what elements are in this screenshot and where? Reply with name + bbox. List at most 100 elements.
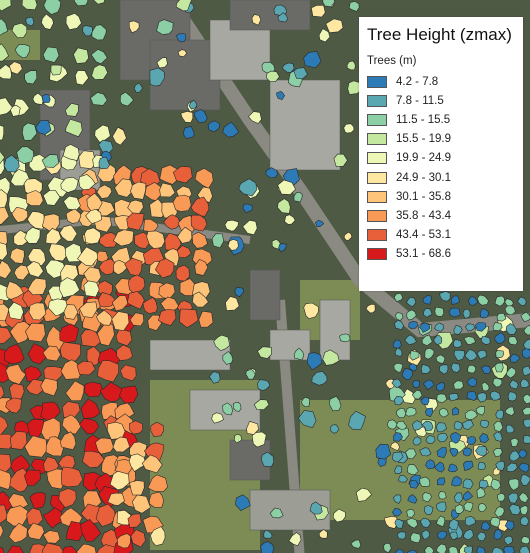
tree-crown[interactable]	[42, 190, 61, 206]
tree-crown[interactable]	[406, 518, 419, 529]
tree-crown[interactable]	[519, 516, 530, 526]
tree-crown[interactable]	[129, 420, 143, 435]
tree-crown[interactable]	[25, 378, 45, 396]
tree-crown[interactable]	[107, 421, 126, 440]
tree-crown[interactable]	[177, 49, 187, 58]
tree-crown[interactable]	[159, 182, 176, 198]
tree-crown[interactable]	[42, 345, 61, 362]
tree-crown[interactable]	[25, 16, 35, 27]
tree-crown[interactable]	[505, 366, 517, 379]
tree-crown[interactable]	[183, 126, 195, 139]
tree-crown[interactable]	[163, 214, 182, 230]
tree-crown[interactable]	[115, 328, 133, 347]
tree-crown[interactable]	[95, 503, 117, 527]
tree-crown[interactable]	[309, 501, 323, 515]
tree-crown[interactable]	[86, 346, 102, 366]
tree-crown[interactable]	[435, 515, 446, 527]
tree-crown[interactable]	[0, 148, 6, 165]
tree-crown[interactable]	[0, 433, 14, 450]
tree-crown[interactable]	[412, 379, 420, 389]
tree-crown[interactable]	[422, 295, 432, 305]
tree-crown[interactable]	[346, 60, 356, 71]
tree-crown[interactable]	[449, 431, 462, 444]
tree-crown[interactable]	[461, 419, 474, 431]
tree-crown[interactable]	[392, 494, 402, 504]
tree-crown[interactable]	[28, 302, 47, 321]
tree-crown[interactable]	[435, 354, 445, 364]
tree-crown[interactable]	[113, 259, 129, 276]
tree-crown[interactable]	[0, 43, 9, 62]
tree-crown[interactable]	[509, 450, 520, 462]
tree-crown[interactable]	[61, 414, 82, 435]
tree-crown[interactable]	[112, 436, 131, 453]
tree-crown[interactable]	[492, 448, 503, 457]
tree-crown[interactable]	[251, 14, 262, 26]
tree-crown[interactable]	[450, 295, 461, 305]
tree-crown[interactable]	[42, 507, 64, 529]
tree-crown[interactable]	[421, 420, 434, 432]
tree-crown[interactable]	[284, 214, 296, 225]
tree-crown[interactable]	[464, 323, 476, 332]
tree-crown[interactable]	[448, 546, 459, 553]
tree-crown[interactable]	[516, 296, 527, 306]
tree-crown[interactable]	[25, 322, 46, 343]
tree-crown[interactable]	[277, 179, 296, 195]
tree-crown[interactable]	[476, 487, 486, 499]
tree-crown[interactable]	[150, 421, 164, 437]
tree-crown[interactable]	[98, 258, 115, 276]
tree-crown[interactable]	[328, 396, 342, 412]
tree-crown[interactable]	[449, 447, 459, 457]
tree-crown[interactable]	[141, 454, 163, 474]
tree-crown[interactable]	[261, 451, 275, 468]
tree-crown[interactable]	[520, 536, 530, 545]
tree-crown[interactable]	[393, 363, 404, 373]
tree-crown[interactable]	[466, 391, 477, 402]
tree-crown[interactable]	[96, 323, 115, 347]
tree-crown[interactable]	[29, 491, 46, 510]
tree-crown[interactable]	[409, 479, 419, 489]
tree-crown[interactable]	[172, 194, 192, 212]
tree-crown[interactable]	[260, 541, 275, 553]
tree-crown[interactable]	[343, 123, 355, 134]
tree-crown[interactable]	[207, 120, 220, 133]
tree-crown[interactable]	[288, 532, 302, 546]
tree-crown[interactable]	[297, 410, 317, 429]
tree-crown[interactable]	[493, 420, 504, 433]
tree-crown[interactable]	[128, 20, 140, 34]
tree-crown[interactable]	[439, 364, 449, 375]
tree-crown[interactable]	[248, 111, 262, 124]
tree-crown[interactable]	[493, 431, 503, 442]
tree-crown[interactable]	[409, 350, 420, 361]
tree-crown[interactable]	[80, 519, 102, 542]
tree-crown[interactable]	[0, 123, 5, 141]
tree-crown[interactable]	[211, 233, 224, 249]
tree-crown[interactable]	[9, 321, 33, 345]
tree-crown[interactable]	[520, 378, 530, 388]
tree-crown[interactable]	[76, 360, 96, 376]
tree-crown[interactable]	[3, 154, 20, 173]
tree-crown[interactable]	[94, 124, 111, 143]
tree-crown[interactable]	[462, 478, 474, 490]
tree-crown[interactable]	[95, 437, 115, 455]
tree-crown[interactable]	[330, 424, 340, 434]
tree-crown[interactable]	[406, 309, 417, 321]
tree-crown[interactable]	[78, 174, 96, 191]
tree-crown[interactable]	[410, 532, 421, 544]
tree-crown[interactable]	[194, 259, 209, 276]
tree-crown[interactable]	[116, 510, 132, 526]
tree-crown[interactable]	[339, 333, 351, 343]
tree-crown[interactable]	[464, 409, 478, 421]
tree-crown[interactable]	[436, 447, 447, 459]
tree-crown[interactable]	[301, 396, 310, 408]
tree-crown[interactable]	[128, 453, 147, 473]
tree-crown[interactable]	[16, 146, 35, 165]
tree-crown[interactable]	[27, 277, 47, 296]
tree-crown[interactable]	[5, 397, 23, 414]
tree-crown[interactable]	[13, 264, 30, 281]
tree-crown[interactable]	[111, 311, 130, 332]
tree-crown[interactable]	[127, 274, 146, 295]
tree-crown[interactable]	[495, 409, 504, 420]
tree-crown[interactable]	[406, 549, 417, 553]
tree-crown[interactable]	[311, 371, 328, 386]
tree-crown[interactable]	[322, 0, 336, 8]
